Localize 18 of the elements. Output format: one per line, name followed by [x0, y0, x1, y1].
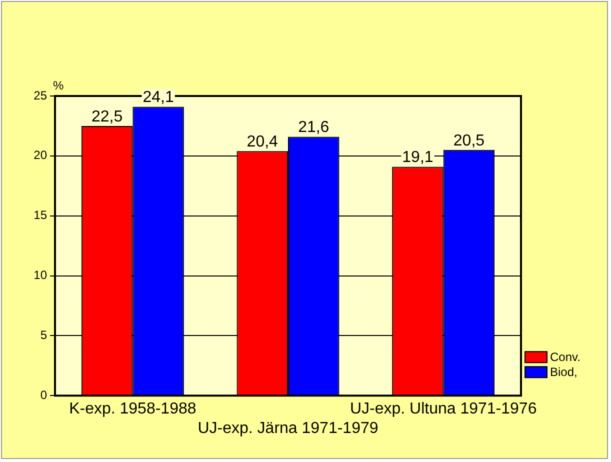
- x-tick-label: UJ-exp. Ultuna 1971-1976: [350, 400, 537, 418]
- y-tick-label: 15: [34, 208, 48, 222]
- y-axis-title: %: [53, 78, 64, 92]
- x-tick-label: K-exp. 1958-1988: [69, 400, 196, 418]
- data-label: 21,6: [298, 119, 330, 136]
- legend-label: Conv.: [550, 350, 580, 364]
- x-tick-label: UJ-exp. Järna 1971-1979: [198, 420, 378, 437]
- y-tick-label: 10: [34, 268, 48, 282]
- data-label: 20,4: [246, 134, 278, 151]
- y-tick-label: 25: [34, 88, 48, 102]
- data-label: 22,5: [91, 108, 123, 126]
- y-tick-label: 20: [34, 148, 48, 162]
- data-label: 19,1: [402, 149, 434, 166]
- legend-label: Biod,: [550, 364, 578, 379]
- data-label: 20,5: [453, 132, 485, 150]
- data-label: 24,1: [142, 89, 174, 106]
- y-tick-label: 0: [40, 388, 48, 402]
- y-tick-label: 5: [40, 328, 48, 342]
